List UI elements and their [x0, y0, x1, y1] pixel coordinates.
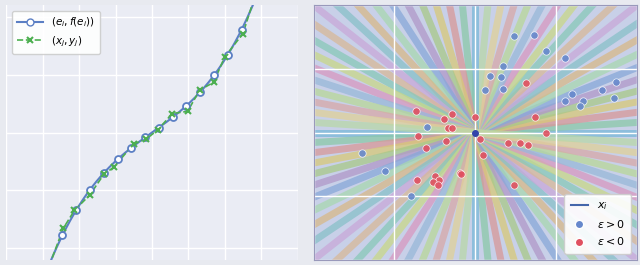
- Point: [443, 126, 453, 130]
- Point: [609, 96, 619, 100]
- Point: [357, 151, 367, 155]
- Point: [509, 34, 519, 38]
- Point: [428, 180, 438, 184]
- Point: [560, 55, 570, 60]
- Point: [440, 117, 450, 121]
- Point: [477, 153, 488, 157]
- Point: [515, 141, 525, 145]
- Point: [475, 136, 485, 141]
- Point: [496, 74, 506, 79]
- Point: [447, 112, 457, 116]
- Point: [575, 103, 585, 108]
- Point: [579, 99, 589, 103]
- Legend: $x_i$, $\varepsilon > 0$, $\varepsilon < 0$: $x_i$, $\varepsilon > 0$, $\varepsilon <…: [564, 194, 631, 254]
- Point: [560, 99, 570, 103]
- Point: [411, 108, 421, 113]
- Point: [509, 183, 519, 187]
- Point: [484, 74, 495, 78]
- Point: [380, 169, 390, 173]
- Point: [434, 178, 444, 182]
- Point: [529, 33, 539, 37]
- Point: [479, 88, 490, 92]
- Point: [433, 183, 443, 187]
- Point: [541, 49, 552, 53]
- Point: [541, 130, 551, 135]
- Point: [567, 92, 577, 96]
- Point: [422, 125, 432, 130]
- Point: [498, 87, 508, 91]
- Point: [498, 64, 508, 68]
- Point: [412, 178, 422, 182]
- Point: [611, 80, 621, 85]
- Point: [413, 134, 423, 139]
- Point: [470, 115, 480, 119]
- Point: [447, 126, 457, 130]
- Point: [454, 170, 465, 175]
- Point: [429, 174, 440, 178]
- Legend: $(e_i, f(e_i))$, $(x_j, y_j)$: $(e_i, f(e_i))$, $(x_j, y_j)$: [12, 11, 100, 54]
- Point: [521, 81, 531, 85]
- Point: [523, 143, 533, 147]
- Point: [597, 88, 607, 92]
- Point: [442, 139, 452, 144]
- Point: [420, 145, 431, 150]
- Point: [530, 114, 540, 119]
- Point: [503, 141, 513, 145]
- Point: [456, 171, 467, 176]
- Point: [406, 194, 416, 198]
